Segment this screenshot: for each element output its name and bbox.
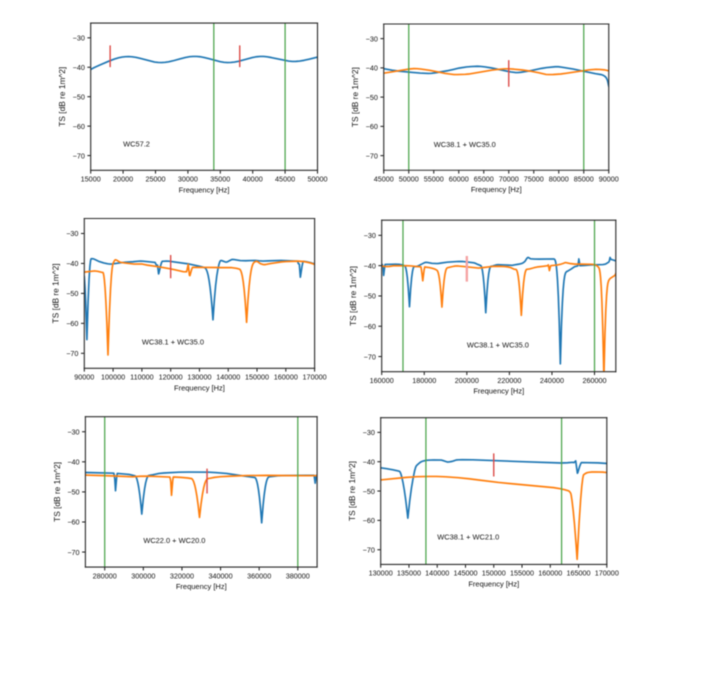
- svg-text:360000: 360000: [247, 571, 271, 580]
- svg-text:WC38.1 + WC21.0: WC38.1 + WC21.0: [437, 532, 499, 541]
- svg-text:45000: 45000: [275, 175, 295, 184]
- svg-text:Frequency [Hz]: Frequency [Hz]: [473, 387, 524, 396]
- svg-text:Frequency [Hz]: Frequency [Hz]: [176, 582, 227, 591]
- svg-text:−70: −70: [363, 545, 375, 554]
- svg-text:160000: 160000: [370, 376, 394, 385]
- svg-text:170000: 170000: [595, 569, 619, 578]
- svg-text:−60: −60: [363, 516, 375, 525]
- svg-text:120000: 120000: [159, 373, 183, 382]
- svg-text:TS [dB re 1m^2]: TS [dB re 1m^2]: [57, 67, 67, 127]
- svg-text:−30: −30: [366, 34, 378, 43]
- svg-text:−40: −40: [66, 259, 78, 268]
- svg-text:340000: 340000: [209, 571, 233, 580]
- svg-text:WC22.0 + WC20.0: WC22.0 + WC20.0: [143, 536, 205, 545]
- svg-text:130000: 130000: [369, 569, 393, 578]
- svg-text:−30: −30: [73, 34, 85, 43]
- svg-text:−50: −50: [366, 93, 378, 102]
- svg-text:65000: 65000: [474, 175, 494, 184]
- svg-text:165000: 165000: [566, 569, 590, 578]
- svg-text:−60: −60: [73, 122, 85, 131]
- svg-text:280000: 280000: [93, 571, 117, 580]
- svg-text:75000: 75000: [524, 175, 544, 184]
- svg-text:TS [dB re 1m^2]: TS [dB re 1m^2]: [350, 67, 360, 127]
- svg-text:135000: 135000: [397, 569, 421, 578]
- svg-text:−50: −50: [67, 488, 79, 497]
- svg-text:145000: 145000: [453, 569, 477, 578]
- svg-text:Frequency [Hz]: Frequency [Hz]: [174, 383, 225, 392]
- svg-text:260000: 260000: [582, 376, 606, 385]
- svg-text:140000: 140000: [425, 569, 449, 578]
- svg-text:−30: −30: [67, 427, 79, 436]
- svg-text:−40: −40: [67, 458, 79, 467]
- svg-text:−40: −40: [363, 457, 375, 466]
- svg-text:110000: 110000: [130, 373, 154, 382]
- svg-text:220000: 220000: [497, 376, 521, 385]
- svg-text:−70: −70: [364, 352, 376, 361]
- svg-text:70000: 70000: [499, 175, 519, 184]
- svg-text:TS [dB re 1m^2]: TS [dB re 1m^2]: [348, 266, 358, 326]
- svg-text:−30: −30: [364, 231, 376, 240]
- svg-text:WC57.2: WC57.2: [123, 140, 150, 149]
- svg-text:240000: 240000: [540, 376, 564, 385]
- svg-text:320000: 320000: [170, 571, 194, 580]
- svg-text:25000: 25000: [145, 175, 165, 184]
- svg-text:155000: 155000: [510, 569, 534, 578]
- svg-text:100000: 100000: [101, 373, 125, 382]
- svg-text:90000: 90000: [599, 175, 619, 184]
- svg-text:380000: 380000: [286, 571, 310, 580]
- svg-text:−60: −60: [364, 322, 376, 331]
- svg-text:TS [dB re 1m^2]: TS [dB re 1m^2]: [347, 461, 357, 521]
- svg-text:160000: 160000: [538, 569, 562, 578]
- svg-text:−40: −40: [366, 64, 378, 73]
- svg-text:Frequency [Hz]: Frequency [Hz]: [179, 185, 230, 194]
- svg-text:TS [dB re 1m^2]: TS [dB re 1m^2]: [51, 263, 61, 323]
- svg-text:WC38.1 + WC35.0: WC38.1 + WC35.0: [142, 337, 204, 346]
- svg-text:60000: 60000: [449, 175, 469, 184]
- svg-text:−40: −40: [364, 261, 376, 270]
- svg-text:20000: 20000: [113, 175, 133, 184]
- svg-text:45000: 45000: [374, 175, 394, 184]
- svg-text:15000: 15000: [81, 175, 101, 184]
- svg-text:WC38.1 + WC35.0: WC38.1 + WC35.0: [434, 140, 496, 149]
- svg-text:80000: 80000: [549, 175, 569, 184]
- svg-text:40000: 40000: [243, 175, 263, 184]
- svg-text:Frequency [Hz]: Frequency [Hz]: [471, 185, 522, 194]
- svg-text:Frequency [Hz]: Frequency [Hz]: [468, 579, 519, 588]
- svg-text:150000: 150000: [245, 373, 269, 382]
- svg-text:−60: −60: [366, 122, 378, 131]
- svg-text:160000: 160000: [274, 373, 298, 382]
- svg-text:55000: 55000: [424, 175, 444, 184]
- svg-text:85000: 85000: [574, 175, 594, 184]
- svg-text:170000: 170000: [303, 373, 327, 382]
- svg-text:50000: 50000: [399, 175, 419, 184]
- svg-text:−30: −30: [66, 229, 78, 238]
- svg-text:−50: −50: [66, 289, 78, 298]
- svg-text:−50: −50: [73, 92, 85, 101]
- svg-text:−70: −70: [67, 548, 79, 557]
- svg-text:200000: 200000: [455, 376, 479, 385]
- svg-text:−40: −40: [73, 63, 85, 72]
- svg-text:−30: −30: [363, 428, 375, 437]
- svg-text:−50: −50: [364, 292, 376, 301]
- svg-text:35000: 35000: [210, 175, 230, 184]
- svg-text:300000: 300000: [131, 571, 155, 580]
- svg-text:−50: −50: [363, 487, 375, 496]
- svg-text:−70: −70: [73, 151, 85, 160]
- svg-text:140000: 140000: [216, 373, 240, 382]
- svg-text:TS [dB re 1m^2]: TS [dB re 1m^2]: [52, 462, 62, 522]
- svg-text:180000: 180000: [412, 376, 436, 385]
- svg-text:90000: 90000: [74, 373, 94, 382]
- svg-text:150000: 150000: [482, 569, 506, 578]
- svg-text:−60: −60: [67, 518, 79, 527]
- svg-text:−70: −70: [366, 151, 378, 160]
- svg-text:WC38.1 + WC35.0: WC38.1 + WC35.0: [467, 340, 529, 349]
- svg-text:−60: −60: [66, 319, 78, 328]
- svg-text:−70: −70: [66, 349, 78, 358]
- svg-text:30000: 30000: [178, 175, 198, 184]
- svg-text:50000: 50000: [307, 175, 327, 184]
- svg-text:130000: 130000: [187, 373, 211, 382]
